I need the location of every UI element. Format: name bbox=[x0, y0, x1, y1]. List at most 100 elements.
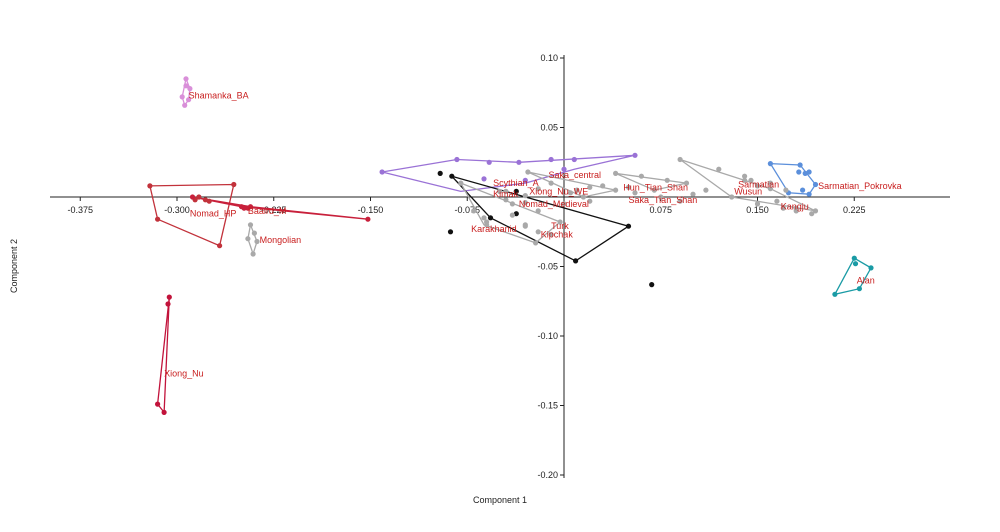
point-Saka_Tian_Shan bbox=[658, 194, 664, 200]
label-Kipchak: Kipchak bbox=[541, 230, 574, 240]
label-Nomad_Medieval: Nomad_Medieval bbox=[519, 199, 589, 209]
point-Shamanka_BA bbox=[183, 83, 189, 89]
label-Xiong_Nu_WE: Xiong_Nu_WE bbox=[529, 186, 588, 196]
point-Wusun bbox=[812, 208, 819, 214]
y-tick-label: -0.15 bbox=[537, 401, 558, 411]
point-Xiong_Nu_WE bbox=[613, 187, 619, 193]
point-Saka_central bbox=[379, 169, 385, 175]
point-Baaird_M bbox=[365, 216, 371, 222]
point-Nomad_HP bbox=[196, 194, 202, 200]
y-tick-label: 0.05 bbox=[540, 123, 558, 133]
point-Shamanka_BA bbox=[186, 97, 192, 103]
group-hulls bbox=[149, 76, 872, 415]
point-Xiong_Nu bbox=[161, 409, 167, 415]
hull-Xiong_Nu bbox=[156, 297, 170, 415]
point-Mongolian bbox=[247, 222, 254, 228]
point-Hun_Tian_Shan bbox=[664, 177, 670, 183]
point-Sarmatian_Pokrovka bbox=[806, 191, 812, 197]
point-Saka_Tian_Shan bbox=[690, 191, 696, 197]
point-Turk bbox=[573, 258, 579, 264]
label-Nomad_HP: Nomad_HP bbox=[190, 209, 237, 219]
point-Kimak bbox=[522, 193, 528, 199]
point-Kangju bbox=[809, 211, 815, 217]
label-Kimak: Kimak bbox=[493, 189, 519, 199]
point-Wusun bbox=[742, 173, 748, 179]
point-Turk bbox=[487, 215, 494, 221]
y-tick-label: -0.20 bbox=[537, 470, 558, 480]
hull-Saka_central bbox=[381, 154, 636, 193]
point-Saka_Tian_Shan bbox=[677, 198, 683, 204]
point-Alan bbox=[868, 265, 874, 271]
point-Kangju bbox=[774, 198, 780, 204]
x-tick-label: -0.150 bbox=[358, 205, 384, 215]
point-Wusun bbox=[767, 186, 774, 192]
point-Alan bbox=[851, 255, 857, 261]
point-Wusun bbox=[729, 194, 735, 200]
label-Scythian_A: Scythian_A bbox=[493, 178, 539, 188]
x-tick-label: -0.375 bbox=[67, 205, 93, 215]
label-Karakhanid: Karakhanid bbox=[471, 224, 517, 234]
point-Hun_Tian_Shan bbox=[683, 180, 690, 186]
point-Alan bbox=[852, 261, 859, 267]
point-Nomad_HP bbox=[231, 181, 237, 188]
label-Saka_Tian_Shan: Saka_Tian_Shan bbox=[629, 195, 698, 205]
point-Mongolian bbox=[251, 230, 257, 236]
point-Alan bbox=[856, 286, 863, 292]
point-Sarmatian_Pokrovka bbox=[796, 169, 802, 175]
x-tick-label: 0.225 bbox=[843, 205, 866, 215]
point-Turk bbox=[513, 211, 519, 217]
point-Kimak bbox=[509, 201, 515, 207]
point-Alan bbox=[832, 291, 838, 297]
point-Mongolian bbox=[250, 251, 256, 257]
point-Baaird_M bbox=[189, 194, 196, 200]
point-Sarmatian_Pokrovka bbox=[806, 169, 812, 175]
hull-Hun_Tian_Shan bbox=[615, 172, 687, 191]
point-Karakhanid bbox=[484, 219, 490, 225]
axes: -0.375 -0.300 -0.225 -0.150 -0.075 0.075 0.150… bbox=[50, 53, 950, 480]
point-Saka_central bbox=[632, 152, 638, 158]
point-Scythian_A bbox=[481, 215, 487, 221]
point-Sarmatian bbox=[767, 180, 774, 186]
point-Karakhanid bbox=[509, 212, 515, 218]
point-Shamanka_BA bbox=[179, 94, 185, 100]
point-Saka_central bbox=[561, 166, 567, 172]
point-Sarmatian_Pokrovka bbox=[767, 161, 774, 167]
point-Wusun bbox=[716, 166, 722, 172]
label-Hun_Tian_Shan: Hun_Tian_Shan bbox=[623, 182, 688, 192]
point-Turk bbox=[437, 170, 443, 176]
point-Hun_Tian_Shan bbox=[625, 184, 632, 190]
x-tick-label: -0.075 bbox=[454, 205, 480, 215]
point-Nomad_Medieval bbox=[561, 201, 567, 207]
point-Wusun bbox=[748, 177, 754, 183]
point-Baaird_M bbox=[241, 205, 247, 211]
point-Xiong_Nu_WE bbox=[548, 180, 554, 186]
label-Sarmatian: Sarmatian bbox=[738, 180, 779, 190]
point-Xiong_Nu bbox=[155, 401, 161, 407]
point-Nomad_Medieval bbox=[587, 198, 593, 204]
x-tick-label: -0.300 bbox=[164, 205, 190, 215]
point-Sarmatian_Pokrovka bbox=[802, 170, 808, 176]
x-tick-label: 0.150 bbox=[746, 205, 769, 215]
point-Xiong_Nu_WE bbox=[587, 184, 593, 190]
label-Turk: Turk bbox=[551, 221, 569, 231]
point-Saka_central bbox=[486, 159, 492, 165]
point-Turk bbox=[649, 282, 655, 288]
point-Scythian_A bbox=[522, 200, 528, 206]
point-Scythian_A bbox=[458, 180, 464, 186]
y-tick-label: -0.10 bbox=[537, 331, 558, 341]
point-Shamanka_BA bbox=[183, 76, 189, 82]
point-Nomad_Medieval bbox=[503, 197, 509, 203]
point-Kangju bbox=[793, 208, 799, 214]
y-axis-label: Component 2 bbox=[9, 239, 19, 293]
point-Sarmatian bbox=[783, 187, 789, 193]
point-Xiong_Nu_WE bbox=[567, 190, 574, 196]
x-axis-label: Component 1 bbox=[473, 495, 527, 505]
point-Kipchak bbox=[548, 231, 554, 238]
point-Xiong_Nu_WE bbox=[580, 194, 587, 200]
x-tick-label: 0.075 bbox=[649, 205, 672, 215]
point-Turk bbox=[625, 223, 632, 229]
label-Shamanka_BA: Shamanka_BA bbox=[189, 91, 249, 101]
point-Mongolian bbox=[245, 236, 251, 242]
label-Kangju: Kangju bbox=[781, 202, 809, 212]
